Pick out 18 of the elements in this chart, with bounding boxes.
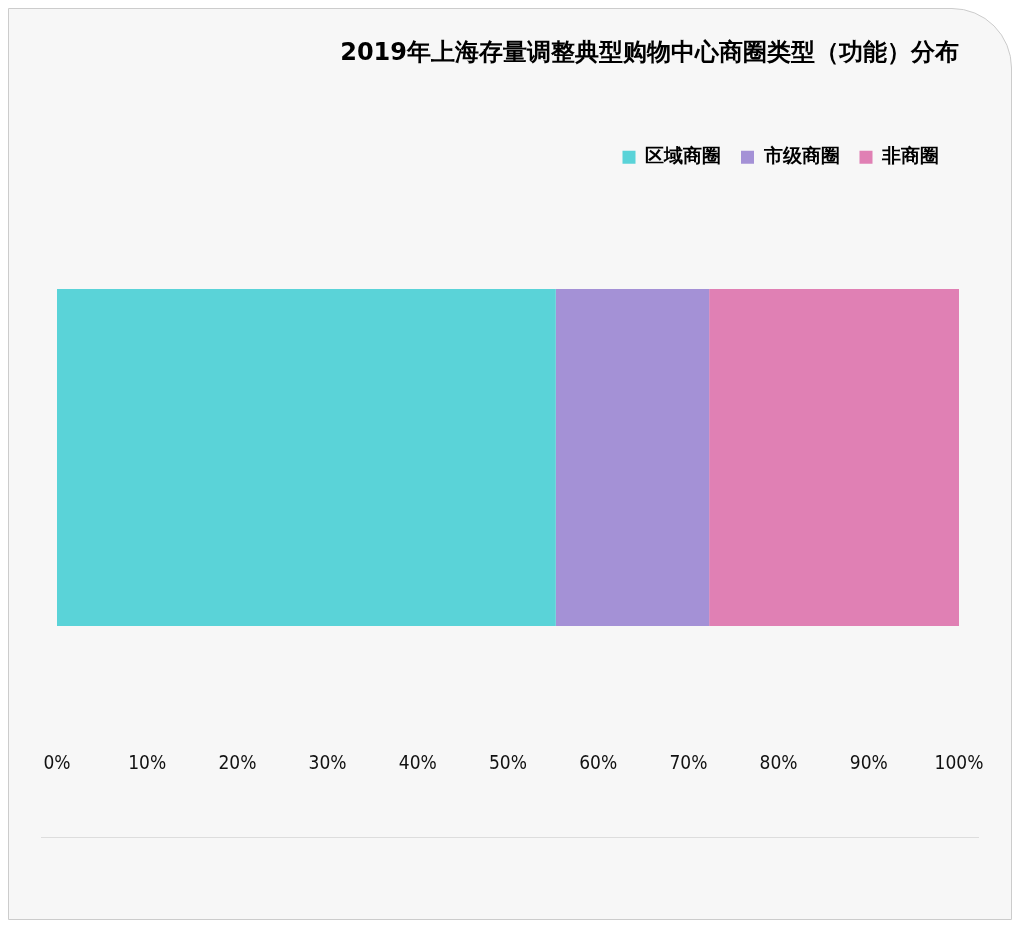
x-tick-label: 40%	[398, 750, 437, 773]
x-tick-label: 0%	[43, 750, 71, 773]
bar	[709, 289, 959, 626]
x-tick-label: 20%	[218, 750, 257, 773]
x-tick-label: 90%	[849, 750, 888, 773]
legend-label: 区域商圈	[645, 144, 721, 167]
legend-label: 非商圈	[881, 144, 939, 167]
bar	[57, 289, 556, 626]
chart-title: 2019年上海存量调整典型购物中心商圈类型（功能）分布	[340, 37, 959, 66]
x-tick-label: 50%	[489, 750, 527, 773]
x-tick-label: 30%	[308, 750, 347, 773]
legend-label: 市级商圈	[762, 144, 840, 167]
bar	[555, 289, 710, 626]
x-tick-label: 60%	[579, 750, 618, 773]
x-tick-label: 10%	[128, 750, 167, 773]
x-tick-label: 100%	[934, 750, 984, 773]
x-tick-label: 70%	[669, 750, 708, 773]
x-tick-label: 80%	[759, 750, 798, 773]
